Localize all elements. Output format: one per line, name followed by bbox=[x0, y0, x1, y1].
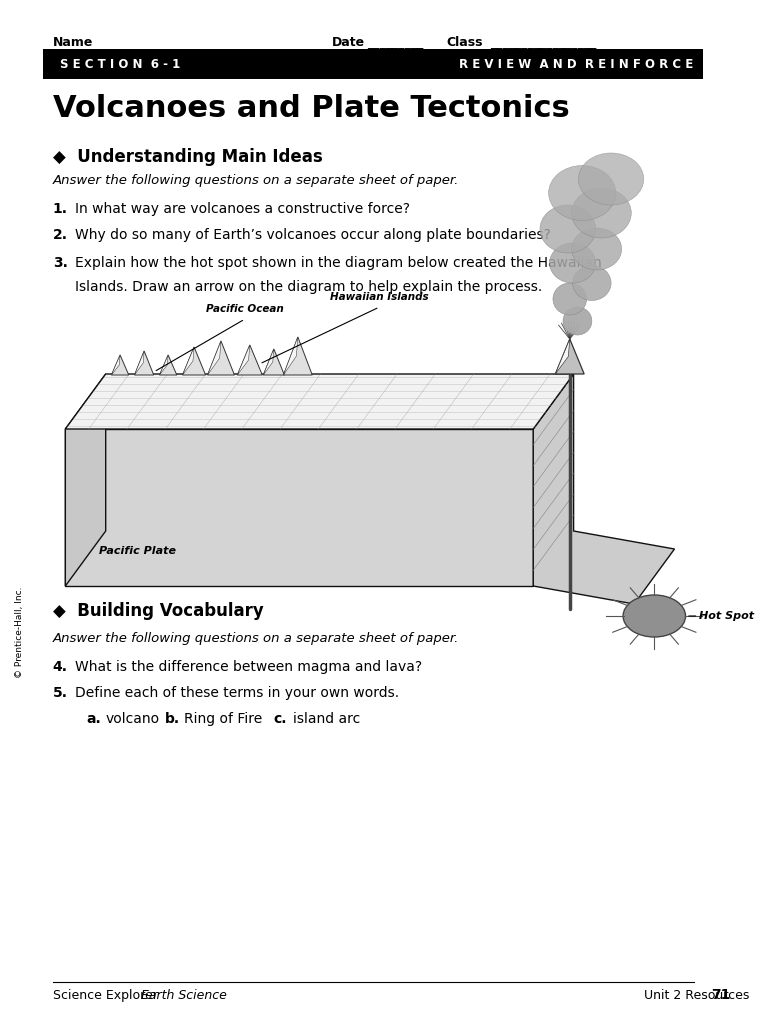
Polygon shape bbox=[183, 347, 194, 375]
Polygon shape bbox=[111, 355, 129, 375]
Text: Answer the following questions on a separate sheet of paper.: Answer the following questions on a sepa… bbox=[53, 632, 459, 645]
Polygon shape bbox=[134, 351, 154, 375]
Bar bbox=[44, 49, 703, 79]
Text: In what way are volcanoes a constructive force?: In what way are volcanoes a constructive… bbox=[75, 202, 410, 216]
Text: _________________________________: _________________________________ bbox=[86, 36, 297, 49]
Polygon shape bbox=[134, 351, 144, 375]
Text: Ring of Fire: Ring of Fire bbox=[184, 712, 263, 726]
Text: Explain how the hot spot shown in the diagram below created the Hawaiian: Explain how the hot spot shown in the di… bbox=[75, 256, 601, 270]
Text: volcano: volcano bbox=[106, 712, 160, 726]
Polygon shape bbox=[284, 337, 298, 375]
Polygon shape bbox=[159, 355, 177, 375]
Text: _________: _________ bbox=[367, 36, 423, 49]
Polygon shape bbox=[65, 374, 573, 429]
Text: © Prentice-Hall, Inc.: © Prentice-Hall, Inc. bbox=[15, 587, 24, 678]
Text: Unit 2 Resources: Unit 2 Resources bbox=[643, 989, 757, 1002]
Ellipse shape bbox=[572, 228, 622, 270]
Text: a.: a. bbox=[86, 712, 101, 726]
Polygon shape bbox=[207, 341, 221, 375]
Text: 3.: 3. bbox=[53, 256, 68, 270]
Text: Date: Date bbox=[332, 36, 364, 49]
Ellipse shape bbox=[553, 283, 587, 315]
Text: b.: b. bbox=[166, 712, 180, 726]
Text: Class: Class bbox=[447, 36, 483, 49]
Polygon shape bbox=[263, 349, 274, 375]
Ellipse shape bbox=[572, 188, 631, 238]
Text: Hot Spot: Hot Spot bbox=[699, 611, 754, 621]
Text: 71: 71 bbox=[711, 988, 730, 1002]
Polygon shape bbox=[556, 339, 570, 374]
Text: Answer the following questions on a separate sheet of paper.: Answer the following questions on a sepa… bbox=[53, 174, 459, 187]
Polygon shape bbox=[263, 349, 284, 375]
Text: 1.: 1. bbox=[53, 202, 68, 216]
Text: Science Explorer: Science Explorer bbox=[53, 989, 162, 1002]
Polygon shape bbox=[237, 345, 263, 375]
Ellipse shape bbox=[573, 265, 611, 300]
Ellipse shape bbox=[549, 166, 616, 220]
Text: _________________: _________________ bbox=[490, 36, 596, 49]
Polygon shape bbox=[65, 374, 106, 586]
Ellipse shape bbox=[549, 243, 596, 283]
Polygon shape bbox=[183, 347, 206, 375]
Text: 2.: 2. bbox=[53, 228, 68, 242]
Ellipse shape bbox=[623, 595, 685, 637]
Text: island arc: island arc bbox=[293, 712, 361, 726]
Polygon shape bbox=[207, 341, 235, 375]
Text: Earth Science: Earth Science bbox=[141, 989, 227, 1002]
Ellipse shape bbox=[563, 307, 592, 335]
Ellipse shape bbox=[540, 205, 596, 253]
Text: ◆  Building Vocabulary: ◆ Building Vocabulary bbox=[53, 602, 263, 620]
Polygon shape bbox=[111, 355, 120, 375]
Text: Name: Name bbox=[53, 36, 93, 49]
Polygon shape bbox=[556, 339, 584, 374]
Ellipse shape bbox=[578, 153, 643, 205]
Text: 5.: 5. bbox=[53, 686, 68, 700]
Text: c.: c. bbox=[274, 712, 287, 726]
Text: Why do so many of Earth’s volcanoes occur along plate boundaries?: Why do so many of Earth’s volcanoes occu… bbox=[75, 228, 551, 242]
Text: 4.: 4. bbox=[53, 660, 68, 674]
Text: Define each of these terms in your own words.: Define each of these terms in your own w… bbox=[75, 686, 399, 700]
Text: Pacific Plate: Pacific Plate bbox=[99, 546, 176, 556]
Text: Volcanoes and Plate Tectonics: Volcanoes and Plate Tectonics bbox=[53, 94, 570, 123]
Text: S E C T I O N  6 - 1: S E C T I O N 6 - 1 bbox=[60, 57, 179, 71]
Polygon shape bbox=[237, 345, 250, 375]
Text: Islands. Draw an arrow on the diagram to help explain the process.: Islands. Draw an arrow on the diagram to… bbox=[75, 280, 542, 294]
Text: Hawaiian Islands: Hawaiian Islands bbox=[330, 292, 429, 302]
Text: ◆  Understanding Main Ideas: ◆ Understanding Main Ideas bbox=[53, 148, 322, 166]
Polygon shape bbox=[159, 355, 168, 375]
Polygon shape bbox=[284, 337, 312, 375]
Polygon shape bbox=[533, 374, 674, 604]
Text: Pacific Ocean: Pacific Ocean bbox=[206, 304, 284, 314]
Text: What is the difference between magma and lava?: What is the difference between magma and… bbox=[75, 660, 422, 674]
Polygon shape bbox=[65, 429, 533, 586]
Text: R E V I E W  A N D  R E I N F O R C E: R E V I E W A N D R E I N F O R C E bbox=[459, 57, 694, 71]
